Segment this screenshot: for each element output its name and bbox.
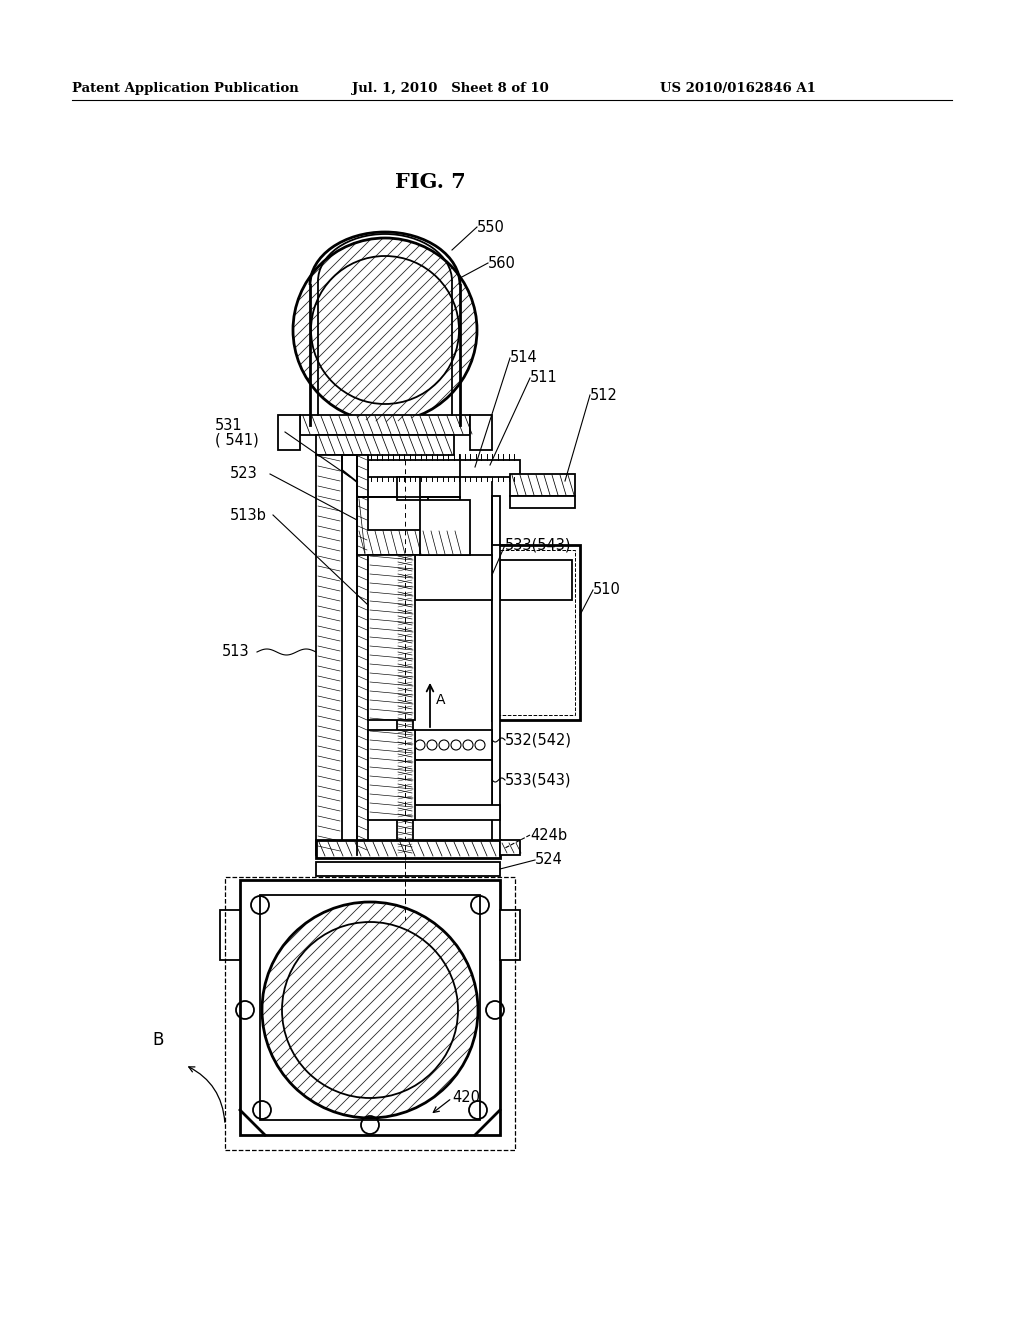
Text: 524: 524 (535, 853, 563, 867)
Text: 533(543): 533(543) (505, 537, 571, 553)
Bar (278, 414, 300, 450)
Text: B: B (152, 1031, 164, 1049)
Bar (510, 474, 575, 496)
Text: A: A (436, 693, 445, 708)
Text: Jul. 1, 2010   Sheet 8 of 10: Jul. 1, 2010 Sheet 8 of 10 (352, 82, 549, 95)
Bar (316, 436, 454, 455)
Bar (406, 805, 500, 820)
Bar (415, 760, 492, 810)
Text: 533(543): 533(543) (505, 772, 571, 788)
Text: 510: 510 (593, 582, 621, 598)
Text: Patent Application Publication: Patent Application Publication (72, 82, 299, 95)
Bar (316, 840, 500, 858)
Text: 523: 523 (230, 466, 258, 482)
Bar (500, 909, 520, 960)
Bar (368, 498, 428, 531)
Text: 514: 514 (510, 351, 538, 366)
Text: 512: 512 (590, 388, 617, 403)
Bar (260, 895, 480, 1119)
Text: 560: 560 (488, 256, 516, 271)
Bar (240, 880, 500, 1135)
Bar (500, 560, 572, 601)
Bar (492, 545, 580, 719)
Text: 511: 511 (530, 371, 558, 385)
Bar (415, 730, 492, 760)
Text: 550: 550 (477, 219, 505, 235)
Bar (497, 550, 575, 715)
Text: US 2010/0162846 A1: US 2010/0162846 A1 (660, 82, 816, 95)
Bar (357, 498, 460, 554)
Text: 531: 531 (215, 417, 243, 433)
Text: 513: 513 (222, 644, 250, 660)
Bar (316, 862, 500, 876)
Bar (397, 477, 420, 500)
Bar (300, 414, 470, 436)
Bar (500, 840, 520, 855)
Bar (225, 876, 515, 1150)
Bar (220, 909, 240, 960)
Text: 424b: 424b (530, 828, 567, 842)
Bar (316, 455, 342, 855)
Bar (368, 730, 415, 820)
Bar (397, 554, 413, 855)
Text: ( 541): ( 541) (215, 433, 259, 447)
Text: 420: 420 (452, 1090, 480, 1106)
Bar (510, 496, 575, 508)
Text: FIG. 7: FIG. 7 (394, 172, 465, 191)
Bar (415, 554, 492, 601)
Bar (492, 496, 500, 855)
Text: 513b: 513b (230, 507, 267, 523)
Bar (470, 414, 492, 450)
Text: 532(542): 532(542) (505, 733, 572, 747)
Bar (420, 500, 470, 554)
Bar (357, 455, 368, 855)
Bar (368, 554, 415, 719)
Bar (368, 459, 520, 477)
